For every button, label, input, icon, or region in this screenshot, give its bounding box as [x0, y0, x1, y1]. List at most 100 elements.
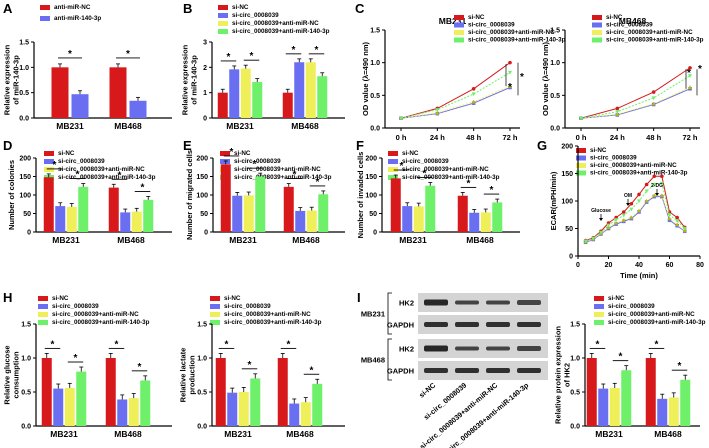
y-axis-label: OD value (λ=490 nm)	[361, 42, 370, 116]
series-line	[585, 195, 686, 243]
legend-swatch	[576, 148, 586, 153]
series-line	[585, 175, 686, 242]
y-tick-label: 0.5	[550, 93, 560, 100]
protein-band	[455, 322, 479, 327]
bar	[232, 195, 243, 232]
legend-swatch	[210, 296, 220, 301]
legend-label: si-NC	[234, 150, 251, 157]
legend-swatch	[388, 159, 398, 164]
data-point	[667, 216, 672, 221]
data-point	[435, 108, 440, 112]
data-point	[579, 116, 583, 121]
legend-label: si-circ_0008039	[402, 158, 449, 165]
y-axis-label-line: OD value (λ=490 nm)	[541, 42, 550, 116]
y-tick-label: 0.5	[370, 93, 380, 100]
legend-label: si-circ_0008039+anti-miR-140-3p	[606, 37, 704, 44]
bar	[66, 206, 77, 232]
panel-letter: B	[183, 1, 192, 16]
legend-swatch	[388, 151, 398, 156]
injection-label: 2-DG	[651, 183, 663, 189]
legend-swatch	[454, 15, 464, 20]
bar	[240, 68, 251, 118]
legend-swatch	[576, 170, 586, 176]
bar	[289, 403, 300, 426]
data-point	[508, 60, 512, 65]
data-point	[621, 218, 626, 222]
legend-swatch	[40, 16, 50, 21]
x-tick-label: 72 h	[682, 133, 697, 142]
significance-star: *	[250, 51, 254, 62]
data-point	[688, 85, 692, 90]
legend-label: si-circ_0008039+anti-miR-140-3p	[608, 319, 706, 326]
y-axis-label: Relative glucoseconsumption	[3, 345, 21, 404]
legend-swatch	[38, 320, 48, 325]
x-tick-label: MB468	[117, 235, 145, 245]
y-tick-label: 50	[369, 211, 377, 218]
y-axis-label-line: ECAR(mPH/min)	[549, 171, 558, 230]
x-tick-label: MB468	[466, 235, 494, 245]
significance-star: *	[230, 147, 234, 158]
bar	[413, 206, 424, 232]
legend-label: si-circ_0008039+anti-miR-140-3p	[52, 319, 150, 326]
legend-label: si-circ_0008039	[52, 303, 99, 310]
y-tick-label: 50	[200, 211, 208, 218]
panel-letter: C	[355, 1, 365, 16]
x-tick-label: MB231	[224, 429, 252, 439]
y-tick-label: 200	[196, 156, 208, 163]
bar	[425, 185, 436, 232]
blot-row-label: HK2	[399, 345, 414, 354]
bar	[312, 383, 323, 426]
y-tick-label: 50	[23, 211, 31, 218]
x-tick-label: 24 h	[610, 133, 625, 142]
bar	[78, 186, 89, 232]
data-point	[606, 223, 611, 228]
y-tick-label: 1.0	[550, 60, 560, 67]
data-point	[652, 174, 657, 179]
panel-letter: G	[537, 138, 547, 153]
y-axis-label-line: of HK2	[563, 363, 572, 387]
legend-swatch	[218, 5, 228, 10]
legend-swatch	[38, 312, 48, 317]
legend-label: si-circ_0008039+anti-miR-140-3p	[590, 170, 688, 177]
legend-swatch	[576, 163, 586, 168]
bar	[117, 399, 128, 426]
legend-label: si-circ_0008039+anti-miR-140-3p	[232, 28, 330, 35]
y-tick-label: 1.0	[21, 356, 31, 363]
significance-star: *	[310, 365, 314, 376]
x-axis-label: Time (min)	[620, 271, 658, 280]
legend-label: si-NC	[590, 147, 607, 154]
significance-star: *	[292, 45, 296, 56]
legend-swatch	[38, 304, 48, 309]
y-tick-label: 0.5	[21, 390, 31, 397]
protein-band	[486, 300, 510, 305]
protein-band	[517, 322, 541, 327]
y-axis-label-line: production	[188, 355, 197, 395]
legend-swatch	[218, 21, 228, 26]
legend-swatch	[592, 37, 602, 43]
y-tick-label: 1.0	[570, 356, 580, 363]
y-tick-label: 0.0	[21, 424, 31, 431]
blot-lane-label: si-NC	[417, 381, 437, 400]
panel-letter: H	[3, 290, 12, 305]
x-tick-label: MB231	[50, 429, 78, 439]
y-axis-label-line: Relative expression	[3, 44, 12, 115]
bar	[109, 67, 127, 118]
legend-label: si-circ_0008039+anti-miR-140-3p	[402, 174, 500, 181]
x-tick-label: 60	[666, 262, 674, 269]
protein-band	[517, 300, 541, 305]
data-point	[637, 208, 641, 213]
blot-strip	[418, 293, 548, 312]
data-point	[651, 96, 656, 101]
y-tick-label: 2	[203, 65, 207, 72]
bar	[227, 392, 238, 426]
data-point	[471, 99, 476, 104]
y-tick-label: 1.5	[370, 28, 380, 35]
bar	[277, 358, 288, 426]
y-tick-label: 3	[203, 40, 207, 47]
x-tick-label: MB468	[286, 429, 314, 439]
data-point	[591, 236, 596, 241]
significance-star: *	[287, 339, 291, 350]
y-axis-label: ECAR(mPH/min)	[549, 171, 558, 230]
chart-title: MB468	[619, 16, 647, 26]
data-point	[471, 87, 476, 91]
